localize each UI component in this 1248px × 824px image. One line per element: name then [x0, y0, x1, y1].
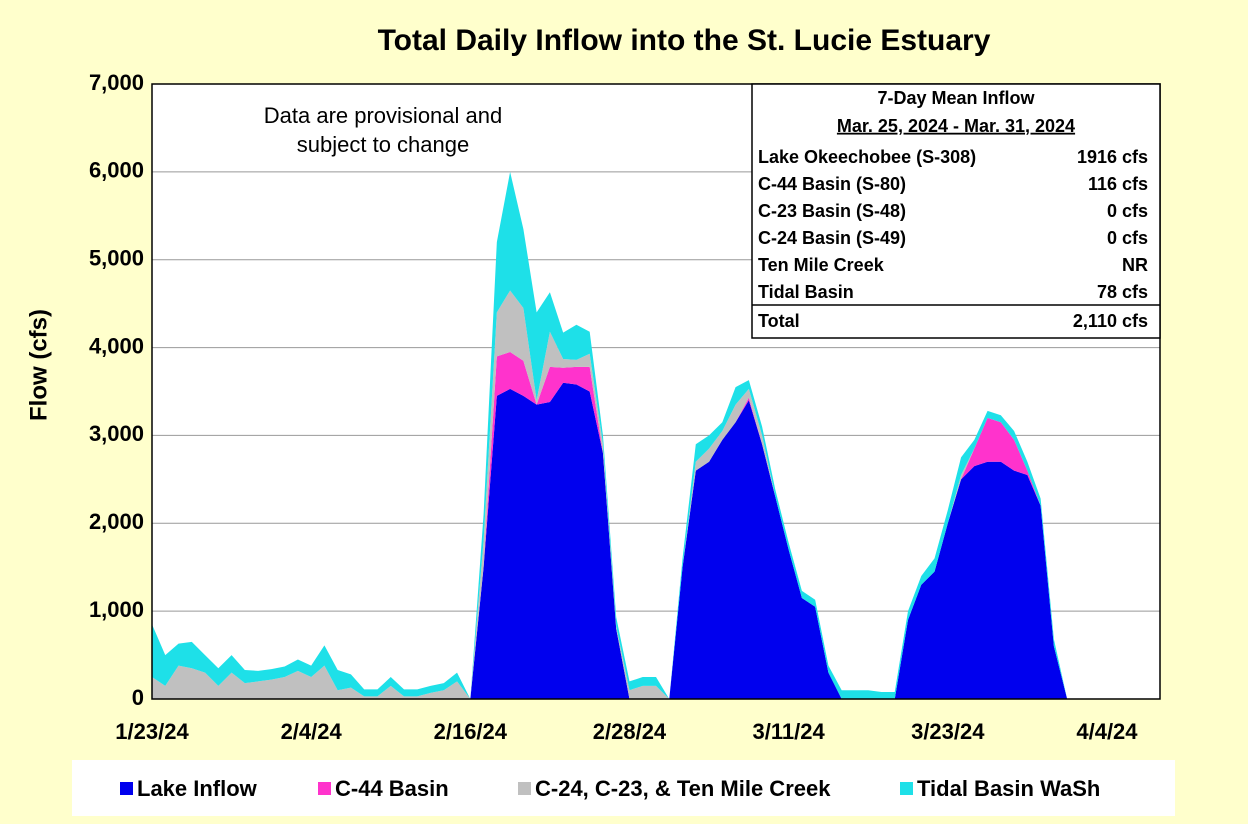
info-label: C-23 Basin (S-48)	[758, 201, 906, 221]
info-value: 2,110 cfs	[1073, 311, 1148, 331]
info-value: 1916 cfs	[1077, 147, 1148, 167]
y-tick-label: 2,000	[89, 509, 144, 534]
legend-swatch	[900, 782, 913, 795]
legend-label: C-44 Basin	[335, 776, 449, 801]
x-tick-label: 2/28/24	[593, 719, 667, 744]
x-tick-label: 3/11/24	[753, 719, 826, 744]
y-tick-label: 5,000	[89, 246, 144, 271]
info-value: 0 cfs	[1107, 228, 1148, 248]
info-value: NR	[1122, 255, 1148, 275]
legend-label: Lake Inflow	[137, 776, 258, 801]
y-tick-label: 1,000	[89, 597, 144, 622]
info-value: 116 cfs	[1088, 174, 1148, 194]
info-label: C-44 Basin (S-80)	[758, 174, 906, 194]
legend-label: C-24, C-23, & Ten Mile Creek	[535, 776, 831, 801]
area	[152, 382, 1068, 699]
info-box	[751, 83, 1161, 339]
info-label: Lake Okeechobee (S-308)	[758, 147, 976, 167]
x-tick-label: 4/4/24	[1076, 719, 1138, 744]
x-tick-label: 2/4/24	[281, 719, 343, 744]
info-value: 78 cfs	[1097, 282, 1148, 302]
annotation: Data are provisional and	[264, 103, 502, 128]
info-label: C-24 Basin (S-49)	[758, 228, 906, 248]
legend-label: Tidal Basin WaSh	[917, 776, 1100, 801]
info-subtitle: Mar. 25, 2024 - Mar. 31, 2024	[837, 116, 1075, 136]
legend-swatch	[318, 782, 331, 795]
info-title: 7-Day Mean Inflow	[877, 88, 1035, 108]
info-value: 0 cfs	[1107, 201, 1148, 221]
y-tick-label: 4,000	[89, 333, 144, 358]
y-tick-label: 6,000	[89, 158, 144, 183]
plot-frame	[151, 83, 1161, 700]
x-tick-label: 2/16/24	[434, 719, 508, 744]
y-tick-label: 0	[132, 685, 144, 710]
info-label: Total	[758, 311, 800, 331]
legend-swatch	[518, 782, 531, 795]
y-tick-label: 3,000	[89, 421, 144, 446]
info-label: Tidal Basin	[758, 282, 854, 302]
legend	[72, 760, 1175, 816]
legend-swatch	[120, 782, 133, 795]
chart-title: Total Daily Inflow into the St. Lucie Es…	[378, 24, 991, 57]
annotation: subject to change	[297, 132, 469, 157]
y-tick-label: 7,000	[89, 70, 144, 95]
info-label: Ten Mile Creek	[758, 255, 885, 275]
x-tick-label: 3/23/24	[911, 719, 985, 744]
y-axis-label: Flow (cfs)	[25, 309, 52, 421]
x-tick-label: 1/23/24	[115, 719, 189, 744]
